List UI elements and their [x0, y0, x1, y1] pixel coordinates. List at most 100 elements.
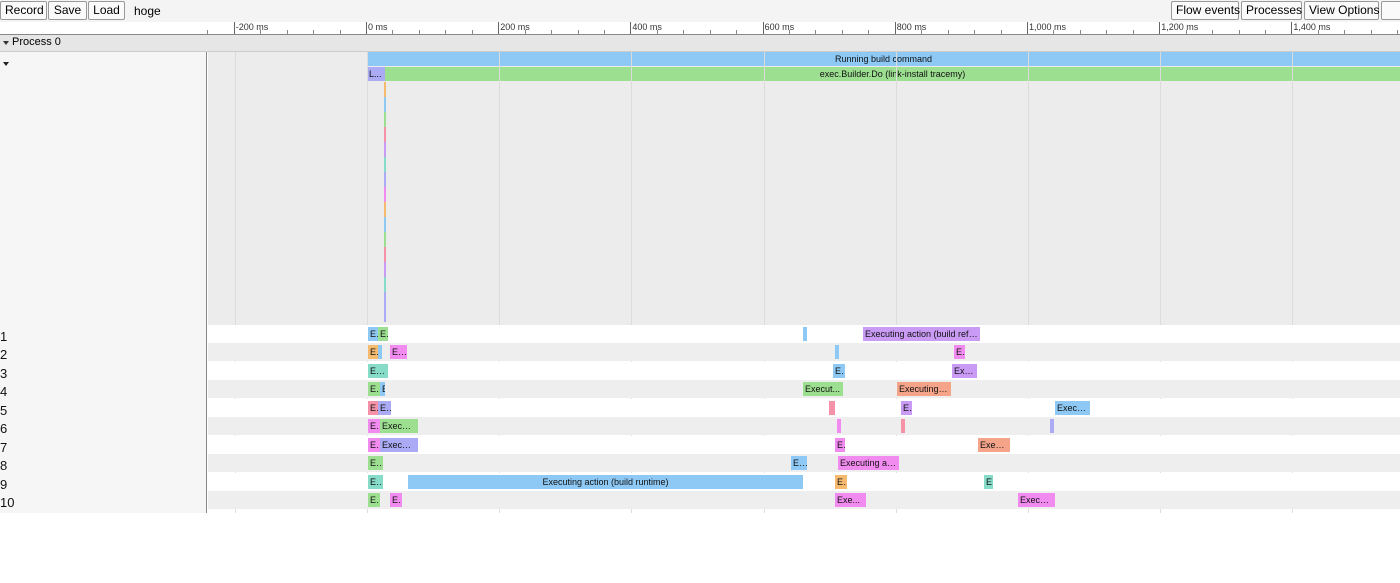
thread-row[interactable]: ExeExecut... [208, 417, 1400, 435]
thread-slice[interactable]: Executin... [1018, 493, 1055, 507]
time-ruler[interactable]: -200 ms 0 ms 200 ms 400 ms 600 ms 800 ms 1,000… [207, 22, 1400, 35]
thread-slice[interactable]: Executin... [380, 438, 418, 452]
thread-slice[interactable] [378, 345, 382, 359]
processes-button[interactable]: Processes [1241, 1, 1302, 20]
thread-slice[interactable]: Exe [368, 475, 383, 489]
nested-slice[interactable] [384, 157, 386, 172]
thread-slice[interactable]: Exe [368, 382, 380, 396]
thread-slice[interactable]: Exe [390, 493, 402, 507]
thread-slice[interactable]: Executing ac... [897, 382, 951, 396]
load-button[interactable]: Load [88, 1, 125, 20]
grid-line [763, 52, 765, 513]
thread-label: 8 [0, 458, 8, 473]
thread-slice[interactable] [837, 419, 841, 433]
thread-slice[interactable]: Ex [368, 401, 378, 415]
view-options-button[interactable]: View Options [1304, 1, 1379, 20]
collapse-triangle-icon[interactable] [3, 62, 9, 66]
thread-slice[interactable]: Execut... [1055, 401, 1090, 415]
thread-row[interactable]: Exe Exe Exe... Executin... [208, 491, 1400, 509]
overflow-button[interactable] [1381, 1, 1400, 20]
thread-slice[interactable]: E... [791, 456, 807, 470]
grid-line [499, 52, 501, 513]
thread-slice[interactable]: Ex [901, 401, 912, 415]
expand-triangle-icon[interactable] [3, 41, 9, 45]
main-thread-track[interactable]: Running build command L... exec.Builder.Do… [208, 52, 1400, 325]
ruler-tick-label: 0 ms [368, 22, 388, 32]
nested-slice[interactable] [384, 232, 386, 247]
thread-slice[interactable]: Exe [368, 419, 380, 433]
thread-slice[interactable]: Executing action (build runtime) [408, 475, 803, 489]
nested-slice[interactable] [384, 202, 386, 217]
thread-row[interactable]: Exe... Exe Exe... [208, 362, 1400, 380]
thread-slice[interactable]: Execu... [978, 438, 1010, 452]
ruler-minor-tick [947, 30, 949, 34]
thread-slice[interactable]: Ex [954, 345, 965, 359]
thread-slice[interactable]: E... [390, 345, 407, 359]
ruler-minor-tick [286, 30, 288, 34]
nested-slice[interactable] [384, 97, 386, 112]
thread-slice[interactable] [829, 401, 835, 415]
grid-line [367, 52, 368, 513]
thread-slice[interactable]: Exe [368, 438, 380, 452]
ruler-minor-tick [1106, 30, 1108, 34]
thread-slice[interactable] [1050, 419, 1054, 433]
slice-builder-do[interactable]: exec.Builder.Do (link-install tracemy) [385, 67, 1400, 81]
ruler-minor-tick [709, 30, 711, 34]
thread-slice[interactable]: Ex [368, 345, 378, 359]
ruler-minor-tick [524, 30, 526, 34]
thread-slice[interactable]: E... [368, 456, 383, 470]
thread-slice[interactable]: Exe [835, 475, 847, 489]
ruler-tick-label: -200 ms [235, 22, 269, 32]
process-header[interactable]: Process 0 [0, 35, 1400, 52]
thread-row[interactable]: ExeExecutin... Ex Execu... [208, 436, 1400, 454]
thread-slice[interactable]: Ex [368, 327, 378, 341]
nested-slice[interactable] [384, 292, 386, 322]
thread-label: 9 [0, 477, 8, 492]
thread-row[interactable]: ExeE Execut... Executing ac... [208, 380, 1400, 398]
nested-slice[interactable] [384, 112, 386, 127]
thread-slice[interactable]: Exe... [368, 364, 388, 378]
slice-link[interactable]: L... [367, 67, 385, 81]
nested-slice[interactable] [384, 187, 386, 202]
thread-slice[interactable]: Exe [368, 493, 380, 507]
thread-slice[interactable]: Exe... [952, 364, 977, 378]
nested-slice[interactable] [384, 277, 386, 292]
nested-slice[interactable] [384, 217, 386, 232]
thread-slice[interactable]: E... [378, 401, 391, 415]
thread-label: 5 [0, 403, 8, 418]
thread-slice[interactable]: Ex [835, 438, 845, 452]
flow-events-button[interactable]: Flow events [1171, 1, 1240, 20]
nested-slice[interactable] [384, 82, 386, 97]
thread-row[interactable]: Exe Executing action (build runtime) Exe Ex [208, 473, 1400, 491]
thread-row[interactable]: E... E... Executing actio... [208, 454, 1400, 472]
thread-slice[interactable]: E [380, 382, 385, 396]
thread-row[interactable]: Ex E... Ex [208, 343, 1400, 361]
ruler-tick-label: 800 ms [896, 22, 927, 32]
save-button[interactable]: Save [48, 1, 87, 20]
slice-running-build-command[interactable]: Running build command [367, 52, 1400, 66]
thread-slice[interactable] [803, 327, 807, 341]
nested-slice[interactable] [384, 172, 386, 187]
ruler-major-tick [1027, 22, 1028, 34]
nested-slice[interactable] [384, 262, 386, 277]
thread-slice[interactable]: Exe... [835, 493, 866, 507]
thread-slice[interactable] [901, 419, 905, 433]
thread-slice[interactable] [835, 345, 839, 359]
thread-row[interactable]: ExE...ExExecut... [208, 399, 1400, 417]
thread-slice[interactable]: Execut... [803, 382, 843, 396]
thread-slice[interactable]: Executing action (build reflect) [863, 327, 980, 341]
thread-slice[interactable]: Ex [984, 475, 993, 489]
nested-slice[interactable] [384, 142, 386, 157]
ruler-minor-tick [1238, 30, 1240, 34]
record-button[interactable]: Record [0, 1, 47, 20]
ruler-minor-tick [789, 30, 791, 34]
ruler-minor-tick [339, 30, 341, 34]
thread-slice[interactable]: Ex [378, 327, 388, 341]
nested-slice[interactable] [384, 247, 386, 262]
thread-slice[interactable]: Executing actio... [838, 456, 899, 470]
thread-slice[interactable]: Exe [833, 364, 845, 378]
thread-slice[interactable]: Execut... [380, 419, 418, 433]
nested-slice[interactable] [384, 127, 386, 142]
timeline-tracks[interactable]: Running build command L... exec.Builder.Do… [208, 52, 1400, 513]
